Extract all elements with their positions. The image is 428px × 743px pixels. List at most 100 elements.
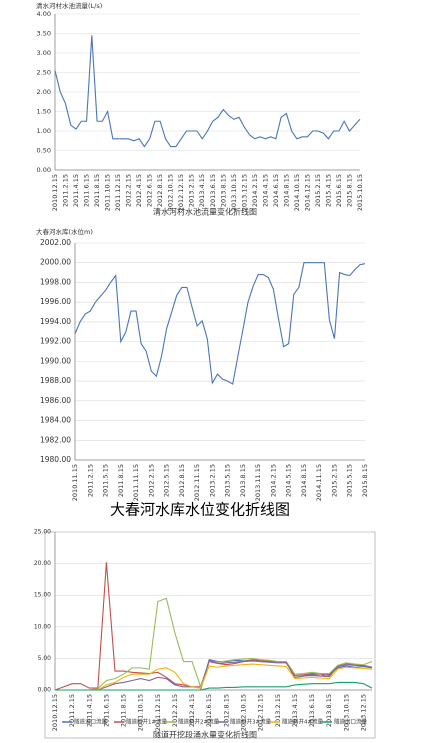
x-tick-label: 2015.8.15 [361,464,369,497]
y-tick-label: 2.50 [37,69,51,77]
y-tick-label: 1992.00 [40,337,71,346]
x-tick-label: 2012.12.15 [257,694,265,731]
x-tick-label: 2012.2.15 [125,174,133,207]
x-tick-label: 2012.12.15 [177,174,185,211]
y-tick-label: 1982.00 [40,435,71,444]
x-tick-label: 2013.10.15 [230,174,238,211]
y-tick-label: 1980.00 [40,455,71,464]
x-tick-label: 2011.12.15 [114,174,122,211]
x-tick-label: 2013.4.15 [198,174,206,207]
data-line [55,681,373,691]
y-tick-label: 0.00 [37,166,51,174]
y-tick-label: 5.00 [38,655,52,662]
x-tick-label: 2013.8.15 [325,694,333,727]
x-tick-label: 2011.8.15 [117,464,125,497]
y-tick-label: 0.00 [38,687,52,694]
x-tick-label: 2015.5.15 [346,464,354,497]
y-tick-label: 0.50 [37,147,51,155]
x-tick-label: 2015.2.15 [314,174,322,207]
y-tick-label: 3.00 [37,49,51,57]
x-tick-label: 2014.10.15 [293,174,301,211]
data-line [55,659,373,691]
x-tick-label: 2011.2.15 [62,174,70,207]
y-tick-label: 25.00 [34,529,51,536]
legend-label: 隧道斜井2#流量 [178,718,220,726]
x-tick-label: 2014.4.15 [261,174,269,207]
x-tick-label: 2014.8.15 [300,464,308,497]
x-tick-label: 2012.4.15 [135,174,143,207]
y-tick-label: 15.00 [34,592,51,599]
legend-label: 隧道斜井3#流量 [230,718,272,726]
x-tick-label: 2013.2.15 [188,174,196,207]
x-tick-label: 2012.6.15 [146,174,154,207]
x-tick-label: 2010.12.15 [51,694,59,731]
x-tick-label: 2011.4.15 [85,694,93,727]
data-line [74,262,366,385]
x-tick-label: 2013.8.15 [219,174,227,207]
x-tick-label: 2015.6.15 [335,174,343,207]
x-tick-label: 2013.10.15 [342,694,350,731]
x-tick-label: 2010.12.15 [51,174,59,211]
legend-label: 隧道斜井1#流量 [126,718,168,726]
x-tick-label: 2011.6.15 [102,694,110,727]
x-tick-label: 2011.12.15 [154,694,162,731]
y-tick-label: 1986.00 [40,396,71,405]
x-tick-label: 2012.2.15 [171,694,179,727]
x-tick-label: 2011.11.15 [132,464,140,501]
x-tick-label: 2013.12.15 [359,694,367,731]
x-tick-label: 2012.2.15 [147,464,155,497]
x-tick-label: 2012.11.15 [193,464,201,501]
y-tick-label: 3.50 [37,30,51,38]
x-tick-label: 2015.10.15 [356,174,364,211]
x-tick-label: 2013.6.15 [308,694,316,727]
data-line [54,562,373,691]
legend-label: 隧道斜井4#流量 [282,718,324,726]
x-tick-label: 2013.11.15 [254,464,262,501]
y-tick-label: 10.00 [34,623,51,630]
x-tick-label: 2011.2.15 [68,694,76,727]
x-tick-label: 2013.6.15 [209,174,217,207]
x-tick-label: 2014.12.15 [303,174,311,211]
x-tick-label: 2010.11.15 [71,464,79,501]
y-tick-label: 1998.00 [40,277,71,286]
x-tick-label: 2012.10.15 [239,694,247,731]
y-tick-label: 1.50 [37,108,51,116]
y-tick-label: 1994.00 [40,317,71,326]
x-tick-label: 2012.8.15 [156,174,164,207]
x-tick-label: 2013.8.15 [239,464,247,497]
y-axis-title: 清水河村水池流量(L/s) [36,1,102,10]
x-tick-label: 2012.5.15 [163,464,171,497]
y-tick-label: 20.00 [34,560,51,567]
x-tick-label: 2011.8.15 [120,694,128,727]
y-tick-label: 2002.00 [40,238,71,247]
x-tick-label: 2011.5.15 [102,464,110,497]
x-tick-label: 2014.11.15 [315,464,323,501]
legend-label: 隧道出口流量 [334,718,368,726]
y-tick-label: 2.00 [37,88,51,96]
y-tick-label: 4.00 [37,10,51,18]
y-tick-label: 1988.00 [40,376,71,385]
y-tick-label: 1984.00 [40,416,71,425]
x-tick-label: 2014.5.15 [285,464,293,497]
x-tick-label: 2011.2.15 [86,464,94,497]
legend-label: 隧道进口流量 [74,718,108,726]
x-tick-label: 2014.6.15 [272,174,280,207]
chart-title: 隧道开挖段涌水量变化折线图 [153,730,257,740]
x-tick-label: 2011.10.15 [104,174,112,211]
x-tick-label: 2011.8.15 [93,174,101,207]
x-tick-label: 2015.4.15 [324,174,332,207]
x-tick-label: 2013.4.15 [291,694,299,727]
x-tick-label: 2011.10.15 [137,694,145,731]
x-tick-label: 2012.4.15 [188,694,196,727]
data-line [55,663,373,691]
y-axis-title: 大春河水库(水位m) [36,227,93,236]
x-tick-label: 2012.8.15 [222,694,230,727]
y-tick-label: 1996.00 [40,297,71,306]
x-tick-label: 2013.12.15 [240,174,248,211]
data-line [54,35,361,148]
chart-title: 大春河水库水位变化折线图 [110,501,290,519]
x-tick-label: 2013.2.15 [274,694,282,727]
y-tick-label: 1990.00 [40,356,71,365]
x-tick-label: 2012.6.15 [205,694,213,727]
